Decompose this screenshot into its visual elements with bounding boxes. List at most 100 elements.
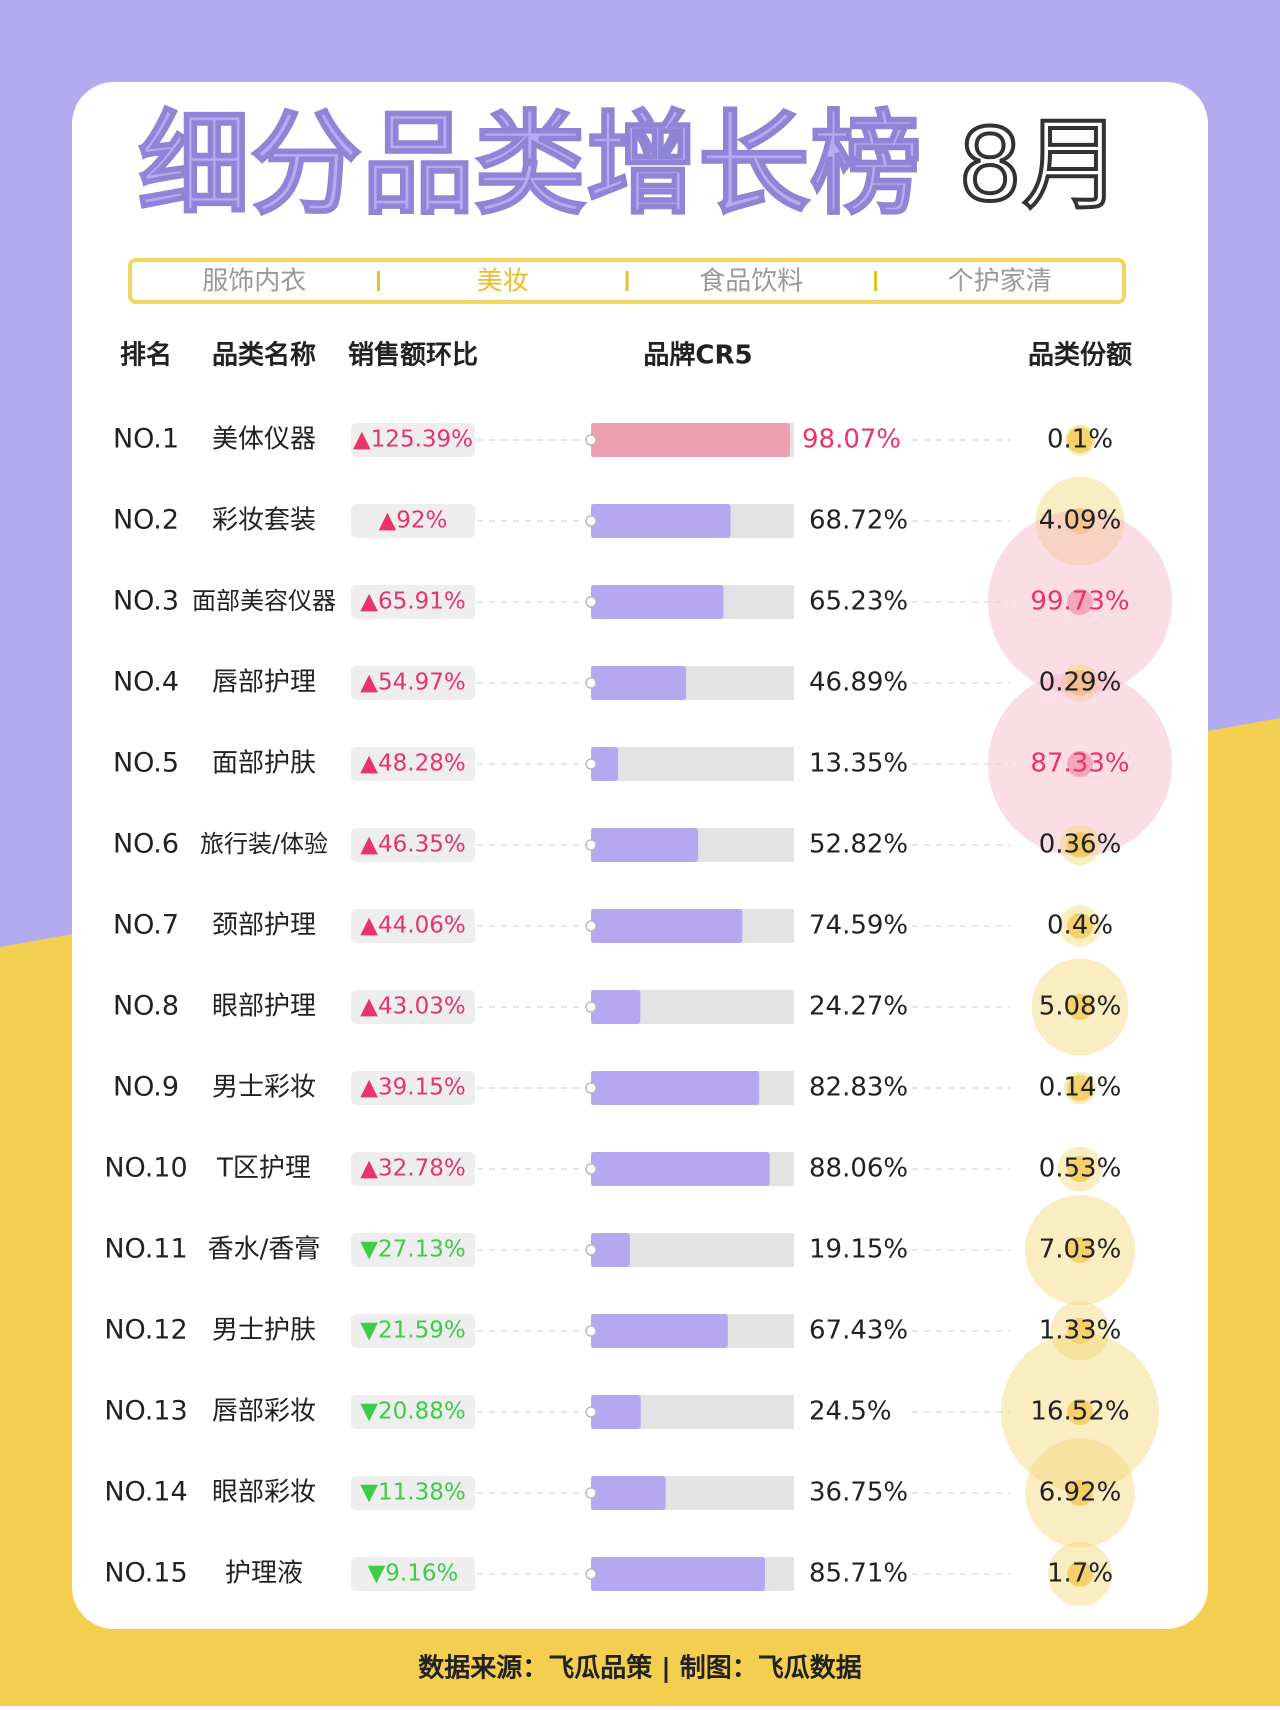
cr5-knob: [585, 515, 597, 527]
share-dot: [1067, 670, 1093, 696]
tab[interactable]: 美妆: [477, 267, 529, 297]
growth: ▲54.97%: [360, 670, 465, 696]
category-name: 护理液: [225, 1559, 303, 1589]
cr5-label: 19.15%: [809, 1235, 908, 1265]
column-header: 排名: [120, 340, 172, 371]
share-dot: [1067, 1237, 1093, 1263]
growth-pill: [351, 1557, 475, 1591]
rank: NO.5: [113, 748, 179, 779]
share-dot: [1067, 751, 1093, 777]
growth: ▲46.35%: [360, 832, 465, 858]
cr5-label: 98.07%: [802, 425, 901, 455]
growth-pill: [351, 1314, 475, 1348]
cr5-label: 36.75%: [809, 1478, 908, 1508]
growth: ▼9.16%: [368, 1561, 459, 1587]
growth-pill: [351, 747, 475, 781]
cr5-label: 13.35%: [809, 749, 908, 779]
share-label: 0.14%: [1039, 1073, 1122, 1103]
growth-pill: [351, 990, 475, 1024]
category-name: 唇部彩妆: [212, 1397, 316, 1427]
cr5-bar: [591, 423, 791, 457]
cr5-bar: [591, 1233, 630, 1267]
category-name: T区护理: [216, 1154, 311, 1184]
cr5-bar: [591, 1557, 765, 1591]
category-name: 眼部彩妆: [212, 1478, 316, 1508]
share-label: 0.1%: [1047, 425, 1113, 455]
share-dot: [1067, 1561, 1093, 1587]
cr5-knob: [585, 920, 597, 932]
category-name: 唇部护理: [212, 668, 316, 698]
tab[interactable]: 食品饮料: [699, 267, 803, 297]
cr5-knob: [585, 1568, 597, 1580]
cr5-label: 88.06%: [809, 1154, 908, 1184]
growth: ▼27.13%: [360, 1237, 465, 1263]
growth: ▲39.15%: [360, 1075, 465, 1101]
growth-pill: [351, 1152, 475, 1186]
tab[interactable]: 个护家清: [948, 267, 1052, 297]
cr5-knob: [585, 758, 597, 770]
category-name: 眼部护理: [212, 992, 316, 1022]
growth-pill: [351, 1071, 475, 1105]
title: 细分品类增长榜: [138, 100, 922, 230]
footer: 数据来源：飞瓜品策 | 制图：飞瓜数据: [418, 1653, 862, 1684]
share-label: 0.53%: [1039, 1154, 1122, 1184]
growth: ▲48.28%: [360, 751, 465, 777]
rank: NO.1: [113, 424, 179, 455]
growth-pill: [351, 1476, 475, 1510]
cr5-label: 82.83%: [809, 1073, 908, 1103]
cr5-bar: [591, 1476, 666, 1510]
growth: ▼21.59%: [360, 1318, 465, 1344]
share-dot: [1067, 1156, 1093, 1182]
tab[interactable]: 服饰内衣: [202, 267, 306, 297]
growth: ▲125.39%: [353, 427, 473, 453]
share-dot: [1067, 832, 1093, 858]
cr5-knob: [585, 1406, 597, 1418]
share-dot: [1067, 589, 1093, 615]
rank: NO.10: [104, 1153, 187, 1184]
tabs: 服饰内衣 美妆 食品饮料 个护家清: [202, 267, 1052, 297]
share-label: 5.08%: [1039, 992, 1122, 1022]
cr5-bar: [591, 990, 641, 1024]
growth: ▲65.91%: [360, 589, 465, 615]
category-name: 彩妆套装: [212, 506, 316, 536]
rank: NO.7: [113, 910, 179, 941]
cr5-bar: [591, 747, 619, 781]
growth: ▼20.88%: [360, 1399, 465, 1425]
growth-pill: [351, 666, 475, 700]
cr5-label: 85.71%: [809, 1559, 908, 1589]
growth-pill: [351, 1233, 475, 1267]
growth-pill: [351, 909, 475, 943]
share-label: 4.09%: [1039, 506, 1122, 536]
share-label: 1.7%: [1047, 1559, 1113, 1589]
growth-pill: [351, 504, 475, 538]
category-name: 美体仪器: [212, 425, 316, 455]
share-label: 0.4%: [1047, 911, 1113, 941]
share-dot: [1067, 508, 1093, 534]
rank: NO.13: [104, 1396, 187, 1427]
share-label: 16.52%: [1030, 1397, 1129, 1427]
rank: NO.11: [104, 1234, 187, 1265]
rank: NO.3: [113, 586, 179, 617]
cr5-label: 46.89%: [809, 668, 908, 698]
share-label: 87.33%: [1030, 749, 1129, 779]
category-name: 男士护肤: [212, 1316, 316, 1346]
category-name: 颈部护理: [212, 911, 316, 941]
cr5-knob: [585, 596, 597, 608]
rank: NO.6: [113, 829, 179, 860]
cr5-bar: [591, 1152, 770, 1186]
rank: NO.14: [104, 1477, 187, 1508]
cr5-bar: [591, 585, 724, 619]
column-header: 销售额环比: [348, 340, 478, 371]
rank: NO.9: [113, 1072, 179, 1103]
column-header: 品牌CR5: [643, 340, 752, 371]
rank: NO.2: [113, 505, 179, 536]
cr5-knob: [585, 1325, 597, 1337]
cr5-knob: [585, 1487, 597, 1499]
title-month: 8月: [958, 106, 1122, 223]
growth: ▲92%: [379, 508, 448, 534]
rank: NO.8: [113, 991, 179, 1022]
cr5-knob: [585, 1244, 597, 1256]
column-headers: 排名 品类名称 销售额环比 品牌CR5 品类份额: [120, 340, 1132, 371]
